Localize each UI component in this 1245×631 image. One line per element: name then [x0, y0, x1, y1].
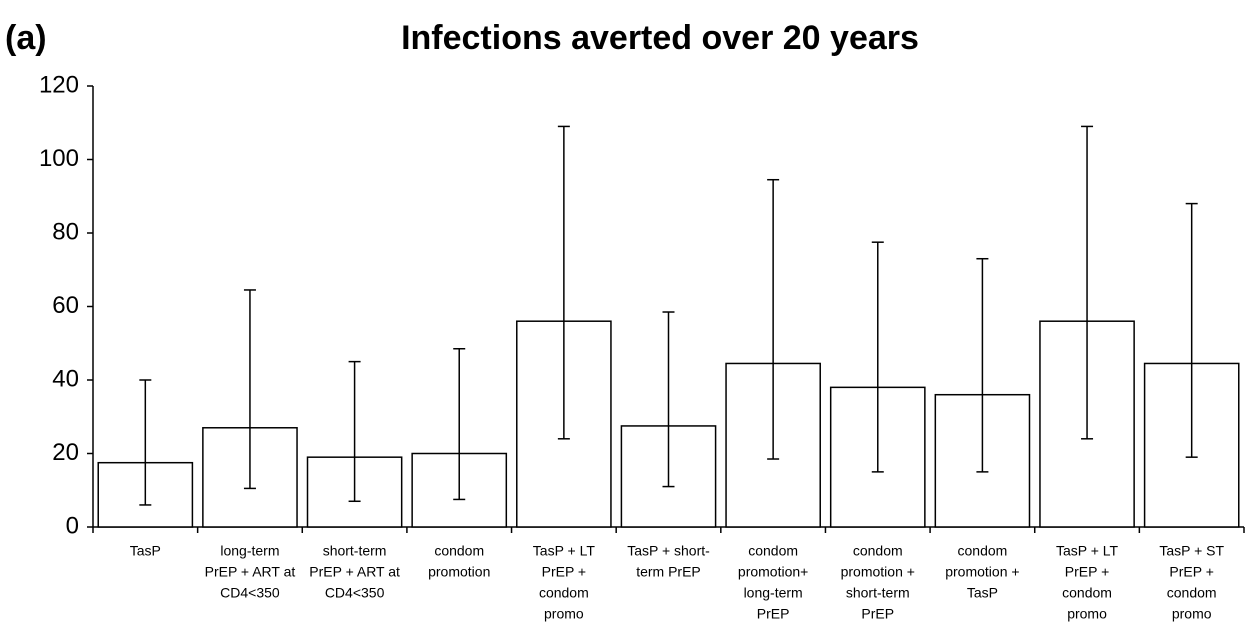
x-tick-label: short-term: [846, 585, 910, 601]
panel-label: (a): [5, 19, 47, 57]
x-tick-label: long-term: [744, 585, 803, 601]
x-tick-label: TasP + short-: [627, 543, 710, 559]
y-tick-label: 120: [39, 71, 79, 98]
y-tick-label: 0: [66, 512, 79, 539]
x-tick-label: promotion+: [738, 564, 808, 580]
y-tick-label: 40: [52, 365, 79, 392]
error-bar: [767, 178, 780, 460]
chart-title: Infections averted over 20 years: [401, 19, 919, 57]
x-tick-label: promo: [1172, 606, 1212, 622]
y-tick-label: 80: [52, 218, 79, 245]
x-tick-label: condom: [1167, 585, 1217, 601]
x-tick-label: PrEP +: [1169, 564, 1214, 580]
x-tick-label: promotion +: [945, 564, 1019, 580]
error-bar: [662, 311, 675, 488]
x-tick-label: TasP + ST: [1159, 543, 1224, 559]
x-tick-label: PrEP + ART at: [309, 564, 400, 580]
x-tick-label: long-term: [220, 543, 279, 559]
x-tick-label: PrEP: [757, 606, 790, 622]
x-tick-label: condom: [853, 543, 903, 559]
x-tick-label: CD4<350: [325, 585, 385, 601]
error-bar: [1081, 125, 1094, 440]
error-bar: [557, 125, 570, 440]
x-tick-label: PrEP: [861, 606, 894, 622]
x-tick-label: TasP + LT: [533, 543, 596, 559]
x-tick-label: promo: [1067, 606, 1107, 622]
error-bar: [243, 289, 256, 490]
error-bar: [453, 348, 466, 501]
x-tick-label: short-term: [323, 543, 387, 559]
error-bar: [139, 379, 152, 506]
x-tick-label: condom: [748, 543, 798, 559]
x-tick-label: condom: [1062, 585, 1112, 601]
x-tick-label: condom: [539, 585, 589, 601]
error-bar: [1185, 202, 1198, 458]
error-bar: [976, 257, 989, 473]
x-tick-label: condom: [958, 543, 1008, 559]
x-tick-label: TasP: [967, 585, 998, 601]
error-bar: [871, 241, 884, 473]
x-tick-label: TasP + LT: [1056, 543, 1119, 559]
y-tick-label: 20: [52, 439, 79, 466]
x-tick-label: CD4<350: [220, 585, 280, 601]
x-tick-label: promotion: [428, 564, 490, 580]
x-tick-label: PrEP +: [1065, 564, 1110, 580]
y-tick-label: 60: [52, 292, 79, 319]
x-tick-label: term PrEP: [636, 564, 701, 580]
x-tick-label: promo: [544, 606, 584, 622]
error-bar: [348, 360, 361, 503]
x-tick-label: TasP: [130, 543, 161, 559]
x-tick-label: PrEP + ART at: [205, 564, 296, 580]
y-tick-label: 100: [39, 145, 79, 172]
x-tick-label: promotion +: [841, 564, 915, 580]
x-tick-label: condom: [434, 543, 484, 559]
x-tick-label: PrEP +: [542, 564, 587, 580]
